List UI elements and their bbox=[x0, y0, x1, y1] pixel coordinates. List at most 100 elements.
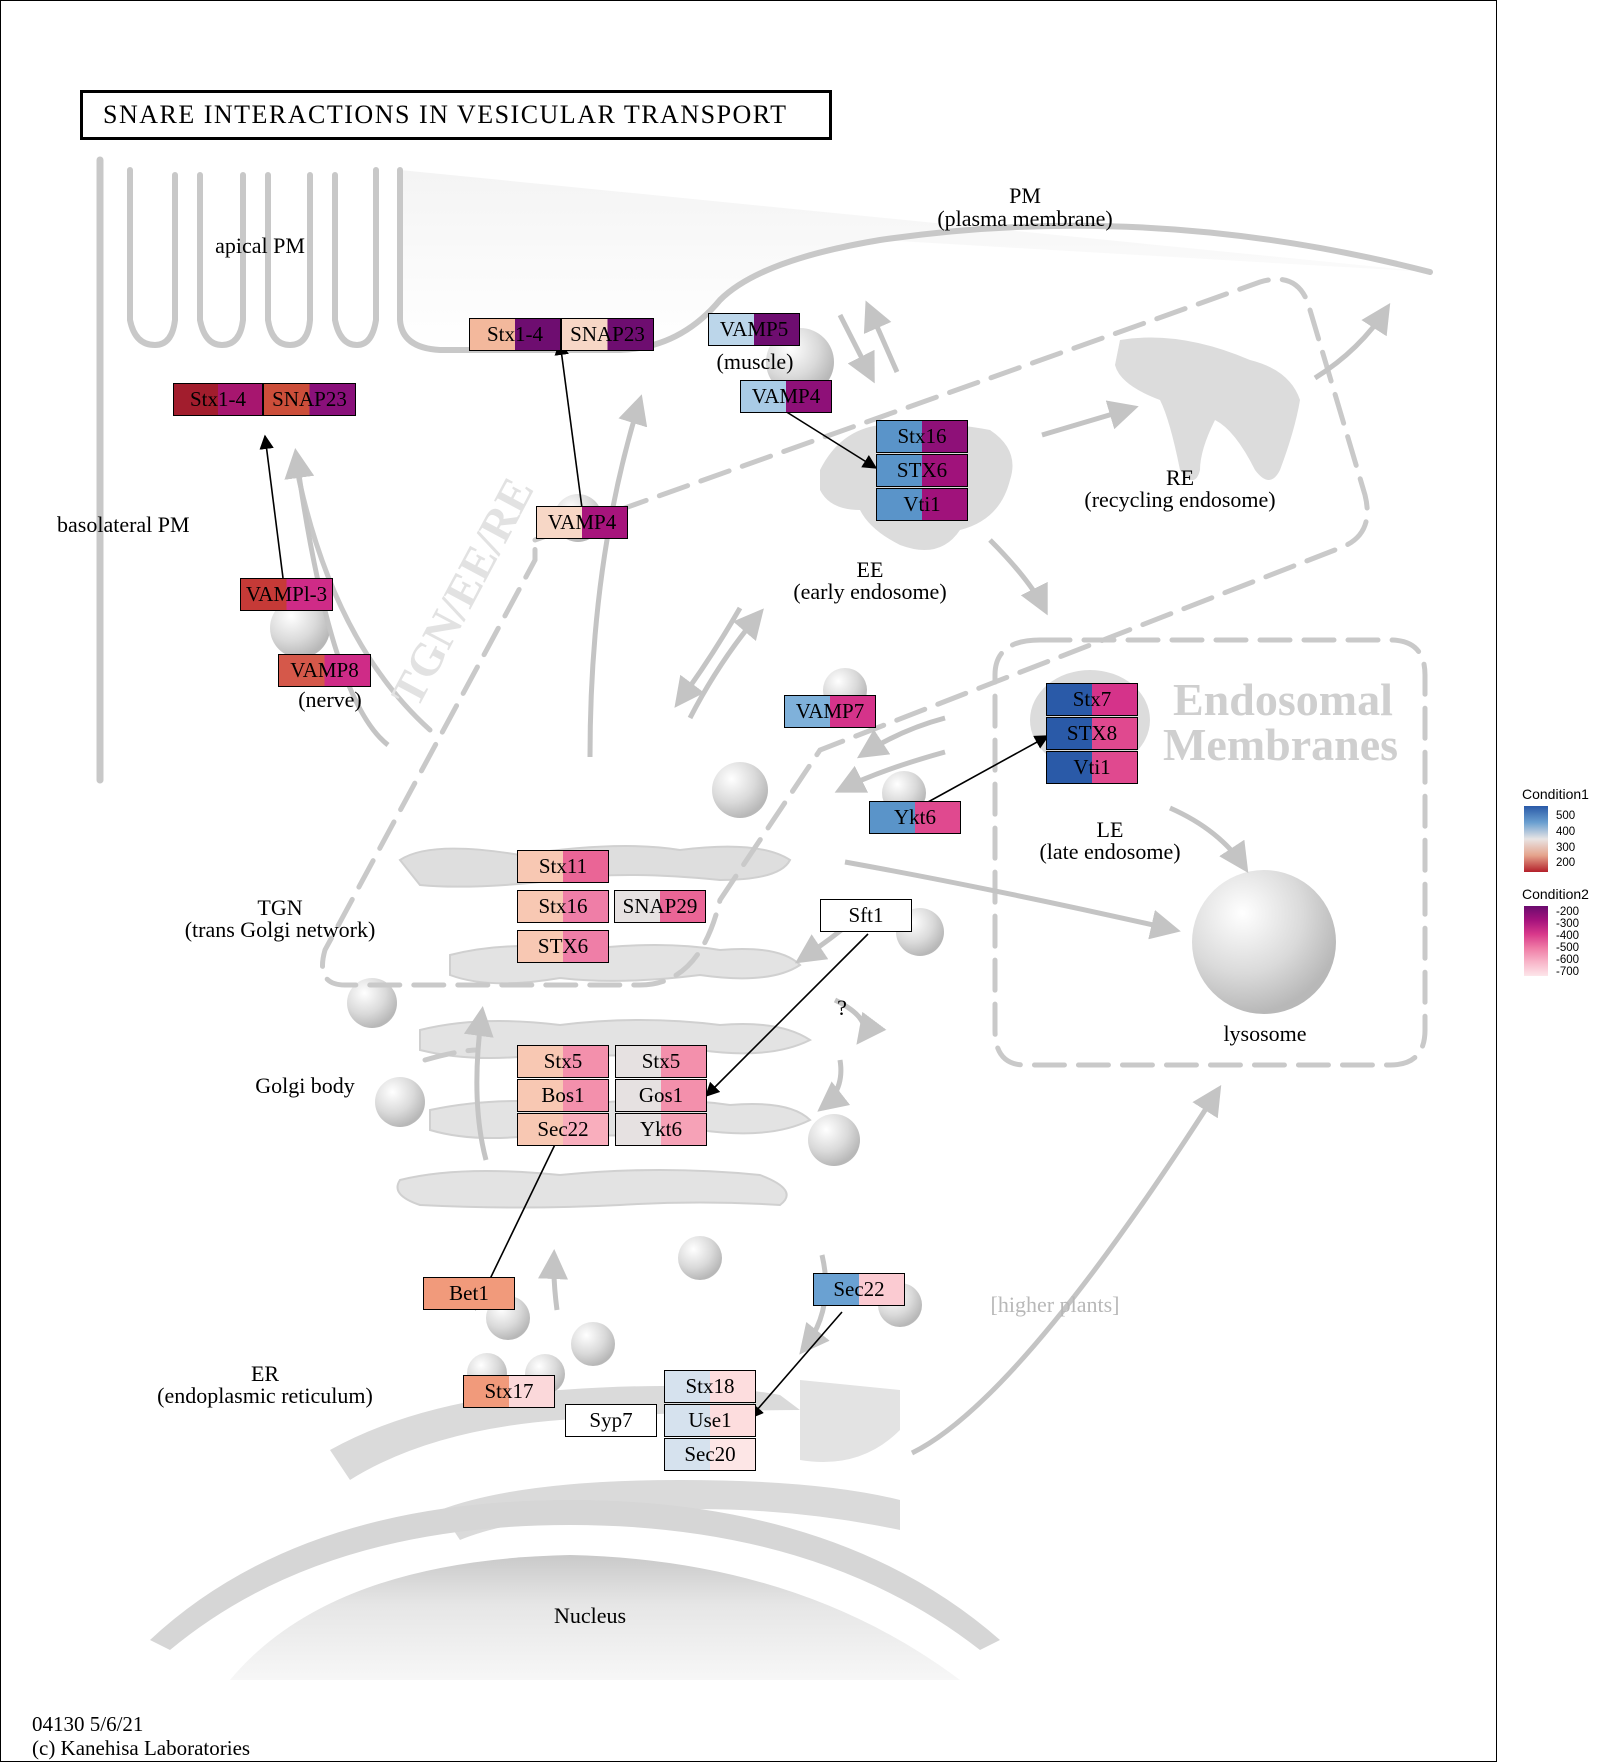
label-apical-pm: apical PM bbox=[215, 233, 305, 258]
gene-box-vampl-3[interactable]: VAMPl-3 bbox=[240, 578, 333, 611]
gene-label: Ykt6 bbox=[640, 1117, 682, 1141]
endosomal-title-2: Membranes bbox=[1163, 719, 1399, 770]
legend-condition2-title: Condition2 bbox=[1522, 886, 1589, 902]
gene-label: Syp7 bbox=[589, 1408, 633, 1432]
label-re: RE bbox=[1165, 465, 1195, 490]
gene-label: Stx11 bbox=[538, 854, 588, 878]
label-ee: EE bbox=[856, 557, 884, 582]
label-lysosome: lysosome bbox=[1223, 1021, 1307, 1046]
label-le: LE bbox=[1096, 817, 1124, 842]
gene-box-stx5[interactable]: Stx5 bbox=[615, 1045, 707, 1078]
gene-label: STX6 bbox=[896, 458, 948, 482]
gene-box-bos1[interactable]: Bos1 bbox=[517, 1079, 609, 1112]
gene-label: Bos1 bbox=[541, 1083, 585, 1107]
label-nerve: (nerve) bbox=[298, 687, 362, 712]
gene-box-stx6[interactable]: STX6 bbox=[517, 930, 609, 963]
gene-label: Vti1 bbox=[1073, 755, 1111, 779]
gene-label: VAMP7 bbox=[795, 699, 865, 723]
gene-box-vamp4[interactable]: VAMP4 bbox=[740, 380, 832, 413]
legend-condition1: Condition1 500 400 300 200 bbox=[1522, 786, 1589, 872]
gene-label: Stx1-4 bbox=[189, 387, 246, 411]
lysosome-shape bbox=[1192, 870, 1336, 1014]
gene-box-use1[interactable]: Use1 bbox=[664, 1404, 756, 1437]
gene-label: Stx5 bbox=[543, 1049, 583, 1073]
dashed-compartments bbox=[320, 276, 1428, 1068]
gene-label: Gos1 bbox=[638, 1083, 684, 1107]
label-golgi: Golgi body bbox=[255, 1073, 355, 1098]
gene-box-bet1[interactable]: Bet1 bbox=[423, 1277, 515, 1310]
gene-label: STX8 bbox=[1066, 721, 1118, 745]
legend-condition2-tick: -500 bbox=[1556, 942, 1580, 954]
gene-box-sec22[interactable]: Sec22 bbox=[813, 1273, 905, 1306]
gene-box-stx17[interactable]: Stx17 bbox=[463, 1375, 555, 1408]
legend-condition2-tick: -700 bbox=[1556, 966, 1580, 978]
gene-label: Stx16 bbox=[538, 894, 588, 918]
footer: 04130 5/6/21 (c) Kanehisa Laboratories bbox=[32, 1712, 250, 1760]
gene-box-stx18[interactable]: Stx18 bbox=[664, 1370, 756, 1403]
label-er: ER bbox=[250, 1361, 280, 1386]
recycling-endosome-shape bbox=[1115, 337, 1300, 480]
gene-box-syp7[interactable]: Syp7 bbox=[565, 1404, 657, 1437]
transport-arrows bbox=[284, 300, 1391, 1456]
label-basolateral-pm: basolateral PM bbox=[57, 512, 190, 537]
gene-box-snap29[interactable]: SNAP29 bbox=[614, 890, 706, 923]
nucleus-shape bbox=[230, 1555, 960, 1680]
label-re-full: (recycling endosome) bbox=[1084, 487, 1276, 512]
gene-box-snap23[interactable]: SNAP23 bbox=[263, 383, 356, 416]
title-text: SNARE INTERACTIONS IN VESICULAR TRANSPOR… bbox=[103, 100, 788, 129]
gene-box-stx6[interactable]: STX6 bbox=[876, 454, 968, 487]
gene-box-vamp8[interactable]: VAMP8 bbox=[278, 654, 371, 687]
legend-condition1-tick: 400 bbox=[1556, 826, 1576, 838]
gene-box-stx16[interactable]: Stx16 bbox=[876, 420, 968, 453]
label-nucleus: Nucleus bbox=[553, 1603, 627, 1628]
gene-box-stx11[interactable]: Stx11 bbox=[517, 850, 609, 883]
gene-box-snap23[interactable]: SNAP23 bbox=[561, 318, 654, 351]
gene-box-sft1[interactable]: Sft1 bbox=[820, 899, 912, 932]
gene-label: Use1 bbox=[688, 1408, 732, 1432]
legend-condition2-tick: -400 bbox=[1556, 930, 1580, 942]
legend-condition2-tick: -300 bbox=[1556, 918, 1580, 930]
gene-box-ykt6[interactable]: Ykt6 bbox=[869, 801, 961, 834]
legend-condition2-colorbar bbox=[1524, 906, 1548, 976]
gene-box-stx1-4[interactable]: Stx1-4 bbox=[469, 318, 561, 351]
gene-box-stx16[interactable]: Stx16 bbox=[517, 890, 609, 923]
label-muscle: (muscle) bbox=[716, 349, 794, 374]
gene-label: Sft1 bbox=[848, 903, 884, 927]
label-tgn: TGN bbox=[257, 895, 303, 920]
gene-label: SNAP23 bbox=[272, 387, 347, 411]
interaction-arrows bbox=[259, 340, 1050, 1420]
gene-label: Stx5 bbox=[641, 1049, 681, 1073]
label-higher-plants: [higher plants] bbox=[990, 1292, 1120, 1317]
gene-label: VAMP4 bbox=[547, 510, 617, 534]
gene-box-vamp5[interactable]: VAMP5 bbox=[708, 313, 800, 346]
gene-box-stx5[interactable]: Stx5 bbox=[517, 1045, 609, 1078]
footer-map-id: 04130 5/6/21 bbox=[32, 1712, 144, 1736]
gene-box-stx1-4[interactable]: Stx1-4 bbox=[173, 383, 263, 416]
label-er-full: (endoplasmic reticulum) bbox=[157, 1383, 373, 1408]
gene-box-stx7[interactable]: Stx7 bbox=[1046, 683, 1138, 716]
label-pm-full: (plasma membrane) bbox=[937, 206, 1113, 231]
legend-condition2-tick: -600 bbox=[1556, 954, 1580, 966]
gene-box-vamp7[interactable]: VAMP7 bbox=[784, 695, 876, 728]
legend-condition1-tick: 500 bbox=[1556, 810, 1576, 822]
label-pm: PM bbox=[1009, 183, 1041, 208]
label-question: ? bbox=[837, 995, 847, 1020]
gene-label: SNAP29 bbox=[622, 894, 698, 918]
gene-box-stx8[interactable]: STX8 bbox=[1046, 717, 1138, 750]
gene-label: Stx17 bbox=[484, 1379, 534, 1403]
gene-box-vti1[interactable]: Vti1 bbox=[876, 488, 968, 521]
gene-label: Sec22 bbox=[833, 1277, 885, 1301]
label-le-full: (late endosome) bbox=[1039, 839, 1181, 864]
endosomal-title-1: Endosomal bbox=[1173, 674, 1393, 725]
gene-box-ykt6[interactable]: Ykt6 bbox=[615, 1113, 707, 1146]
gene-box-sec22[interactable]: Sec22 bbox=[517, 1113, 609, 1146]
label-tgn-full: (trans Golgi network) bbox=[184, 917, 376, 942]
gene-box-gos1[interactable]: Gos1 bbox=[615, 1079, 707, 1112]
gene-box-vamp4[interactable]: VAMP4 bbox=[536, 506, 628, 539]
gene-label: Stx16 bbox=[897, 424, 947, 448]
gene-label: VAMPl-3 bbox=[245, 582, 328, 606]
gene-box-vti1[interactable]: Vti1 bbox=[1046, 751, 1138, 784]
gene-label: Ykt6 bbox=[894, 805, 936, 829]
footer-copyright: (c) Kanehisa Laboratories bbox=[32, 1736, 251, 1760]
gene-box-sec20[interactable]: Sec20 bbox=[664, 1438, 756, 1471]
